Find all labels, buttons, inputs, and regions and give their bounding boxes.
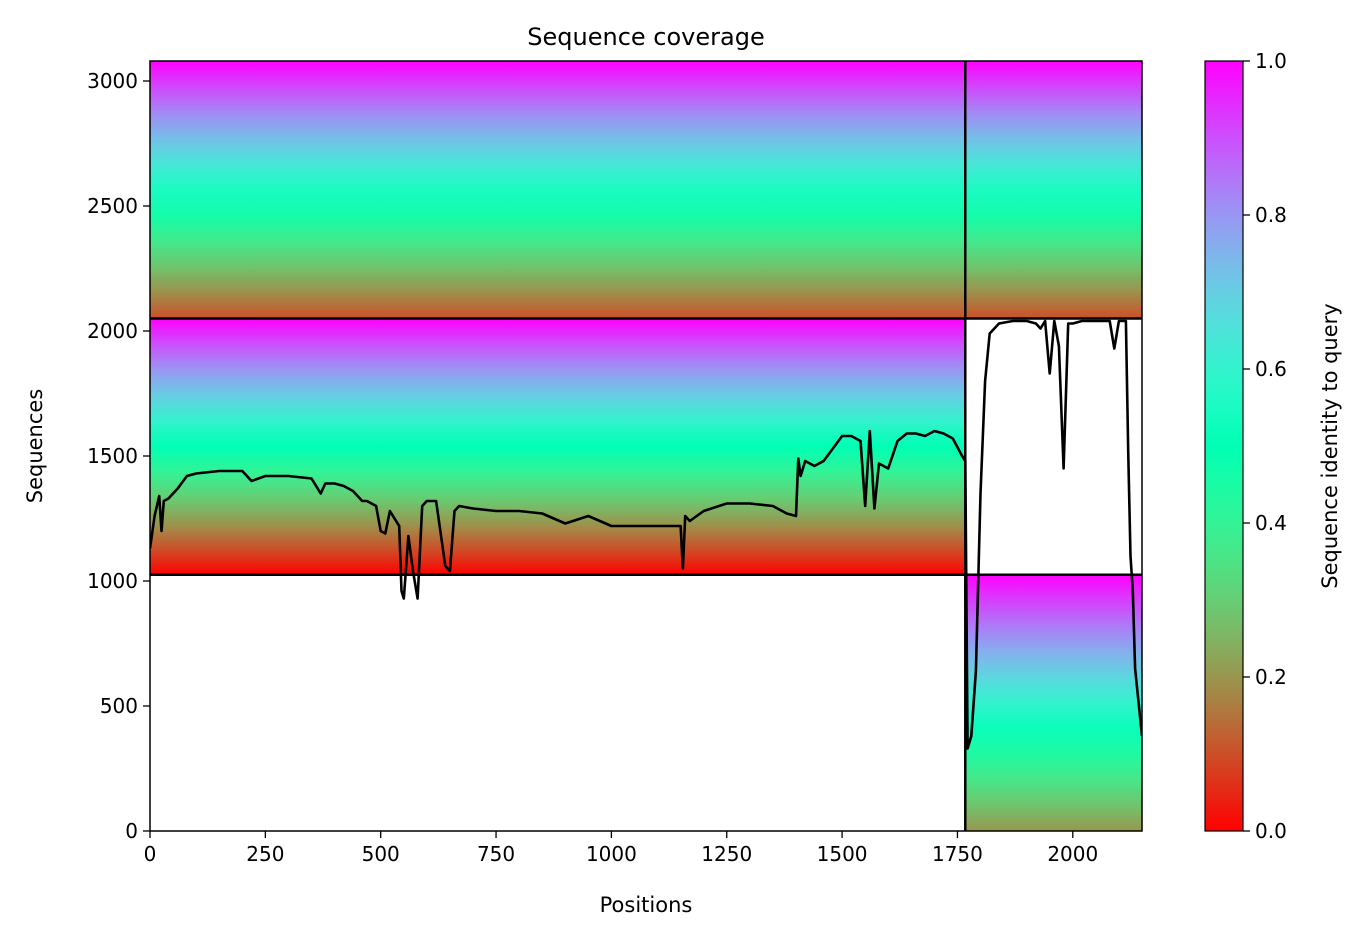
colorbar-ticks: 0.0 0.2 0.4 0.6 0.8 1.0 — [1243, 49, 1287, 843]
heatmap-block — [150, 61, 966, 319]
y-tick-label: 0 — [125, 819, 138, 843]
colorbar-tick-label: 0.6 — [1255, 357, 1287, 381]
heatmap-block — [965, 61, 1142, 319]
x-tick-label: 2000 — [1047, 842, 1098, 866]
y-tick-label: 1500 — [87, 444, 138, 468]
x-tick-label: 250 — [246, 842, 284, 866]
y-tick-label: 2500 — [87, 194, 138, 218]
y-axis-ticks: 0 500 1000 1500 2000 2500 3000 — [87, 69, 150, 843]
x-tick-label: 1500 — [817, 842, 868, 866]
x-tick-label: 750 — [477, 842, 515, 866]
colorbar-tick-label: 0.0 — [1255, 819, 1287, 843]
x-axis-ticks: 0 250 500 750 1000 1250 1500 1750 2000 — [144, 831, 1098, 866]
coverage-line — [150, 319, 1142, 750]
chain-separators — [150, 61, 1142, 831]
x-tick-label: 1250 — [701, 842, 752, 866]
colorbar-tick-label: 0.4 — [1255, 511, 1287, 535]
colorbar-tick-label: 0.2 — [1255, 665, 1287, 689]
x-tick-label: 500 — [362, 842, 400, 866]
x-tick-label: 0 — [144, 842, 157, 866]
heatmap-block — [150, 318, 966, 575]
y-tick-label: 500 — [100, 694, 138, 718]
y-tick-label: 1000 — [87, 569, 138, 593]
y-axis-label: Sequences — [23, 389, 47, 504]
y-tick-label: 3000 — [87, 69, 138, 93]
x-axis-label: Positions — [600, 893, 693, 917]
x-tick-label: 1750 — [932, 842, 983, 866]
colorbar-label: Sequence identity to query — [1318, 303, 1342, 588]
chart-title: Sequence coverage — [527, 23, 764, 51]
heatmap-block — [965, 574, 1142, 831]
colorbar-tick-label: 1.0 — [1255, 49, 1287, 73]
plot-frame — [149, 60, 1143, 832]
coverage-heatmap — [150, 61, 1142, 831]
y-tick-label: 2000 — [87, 319, 138, 343]
colorbar-tick-label: 0.8 — [1255, 203, 1287, 227]
x-tick-label: 1000 — [586, 842, 637, 866]
colorbar — [1204, 60, 1244, 832]
